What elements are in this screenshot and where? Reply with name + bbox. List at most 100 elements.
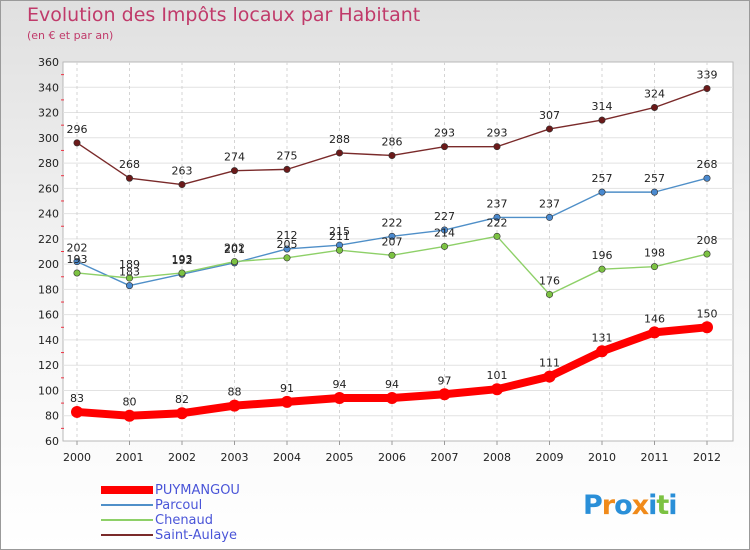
data-point-chenaud [703,250,711,258]
data-point-puymangou [386,392,398,405]
data-label-saint-aulaye: 268 [119,158,140,171]
chart-subtitle: (en € et par an) [27,29,114,42]
legend-label: Chenaud [155,513,214,528]
y-tick-label: 300 [38,132,59,145]
data-point-chenaud [231,258,239,266]
data-point-chenaud [545,290,553,298]
data-label-saint-aulaye: 314 [592,100,613,113]
data-label-puymangou: 146 [644,312,665,325]
data-point-parcoul [440,226,448,234]
data-label-parcoul: 268 [697,158,718,171]
x-tick-label: 2009 [536,451,564,464]
legend-label: Saint-Aulaye [155,528,237,543]
data-point-chenaud [126,274,134,282]
data-point-saint-aulaye [545,125,553,133]
data-point-puymangou [596,345,608,358]
data-point-puymangou [648,326,661,339]
data-point-parcoul [126,282,134,290]
data-label-puymangou: 91 [280,382,294,395]
legend-swatch-saint-aulaye [101,534,153,536]
y-tick-label: 220 [38,233,59,246]
y-tick-label: 200 [38,258,59,271]
data-point-chenaud [440,242,448,250]
data-point-chenaud [73,269,81,277]
data-label-parcoul: 237 [539,197,560,210]
data-label-chenaud: 198 [644,247,665,260]
data-label-chenaud: 189 [119,258,140,271]
data-label-saint-aulaye: 275 [277,149,298,162]
data-point-parcoul [650,188,658,196]
data-label-puymangou: 94 [385,378,399,391]
data-label-puymangou: 88 [228,386,242,399]
data-label-puymangou: 131 [592,331,613,344]
data-label-saint-aulaye: 293 [487,127,508,140]
y-tick-label: 340 [38,81,59,94]
data-point-parcoul [598,188,606,196]
data-label-puymangou: 150 [697,307,718,320]
logo-letter: P [583,490,603,521]
data-point-saint-aulaye [440,143,448,151]
x-tick-label: 2002 [168,451,196,464]
data-labels: 202 183 192 201 212 215 222 227 237 237 257 257 268 1… [67,69,718,409]
data-label-parcoul: 192 [172,254,193,267]
data-label-chenaud: 222 [487,216,508,229]
data-label-chenaud: 211 [329,230,350,243]
data-point-saint-aulaye [126,174,134,182]
x-tick-label: 2000 [63,451,91,464]
data-point-saint-aulaye [388,151,396,159]
y-tick-label: 260 [38,182,59,195]
data-point-parcoul [388,232,396,240]
data-label-chenaud: 205 [277,238,298,251]
data-label-chenaud: 193 [67,253,88,266]
logo-letter: i [648,490,657,521]
proxiti-logo: Proxiti [583,490,678,521]
data-label-puymangou: 94 [333,378,347,391]
chart-title: Evolution des Impôts locaux par Habitant [27,4,421,26]
data-point-saint-aulaye [231,167,239,175]
y-tick-label: 180 [38,283,59,296]
data-point-saint-aulaye [493,143,501,151]
y-tick-label: 80 [45,410,59,423]
data-point-saint-aulaye [650,103,658,111]
data-point-puymangou [701,321,713,334]
data-point-chenaud [178,269,186,277]
data-point-saint-aulaye [283,165,291,173]
gridlines [63,62,733,441]
y-tick-label: 100 [38,384,59,397]
data-label-saint-aulaye: 339 [697,69,718,82]
data-point-saint-aulaye [335,149,343,157]
data-label-parcoul: 212 [277,229,298,242]
data-label-chenaud: 202 [224,242,245,255]
x-tick-label: 2005 [326,451,354,464]
data-point-parcoul [493,213,501,221]
logo-letter: t [656,490,669,521]
y-tick-label: 140 [38,334,59,347]
y-tick-label: 320 [38,107,59,120]
data-point-puymangou [176,407,188,420]
data-label-saint-aulaye: 274 [224,151,245,164]
logo-letter: o [614,490,633,521]
data-label-parcoul: 257 [644,172,665,185]
data-point-parcoul [545,213,553,221]
data-label-saint-aulaye: 307 [539,109,560,122]
data-label-parcoul: 222 [382,216,403,229]
x-tick-label: 2008 [483,451,511,464]
data-point-chenaud [388,251,396,259]
data-label-parcoul: 227 [434,210,455,223]
data-point-puymangou [228,399,241,412]
data-point-parcoul [283,245,291,253]
data-point-puymangou [543,370,556,383]
x-tick-label: 2001 [116,451,144,464]
data-label-chenaud: 196 [592,249,613,262]
y-tick-label: 360 [38,56,59,69]
data-label-parcoul: 201 [224,243,245,256]
x-tick-label: 2006 [378,451,406,464]
data-point-puymangou [491,383,503,396]
legend-swatch-chenaud [101,519,153,521]
data-point-puymangou [333,392,346,405]
legend-swatch-parcoul [101,504,153,506]
logo-letter: x [631,490,649,521]
data-label-puymangou: 82 [175,393,189,406]
data-point-chenaud [598,265,606,273]
